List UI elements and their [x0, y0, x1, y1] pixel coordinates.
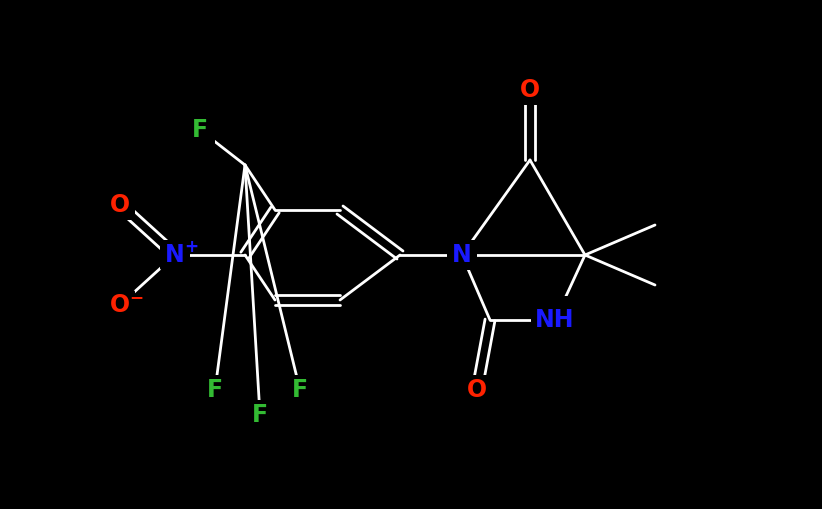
- FancyBboxPatch shape: [200, 375, 230, 405]
- FancyBboxPatch shape: [462, 375, 492, 405]
- FancyBboxPatch shape: [447, 240, 477, 270]
- FancyBboxPatch shape: [515, 75, 545, 105]
- Text: NH: NH: [535, 308, 575, 332]
- Text: +: +: [184, 238, 198, 257]
- FancyBboxPatch shape: [531, 296, 579, 344]
- Text: F: F: [292, 378, 308, 402]
- Text: O: O: [520, 78, 540, 102]
- FancyBboxPatch shape: [160, 240, 190, 270]
- FancyBboxPatch shape: [105, 190, 135, 220]
- Text: −: −: [129, 289, 143, 306]
- Text: O: O: [467, 378, 487, 402]
- FancyBboxPatch shape: [285, 375, 315, 405]
- FancyBboxPatch shape: [185, 115, 215, 145]
- Text: F: F: [252, 403, 268, 427]
- Text: O: O: [110, 193, 130, 217]
- Text: F: F: [207, 378, 223, 402]
- FancyBboxPatch shape: [245, 400, 275, 430]
- Text: N: N: [165, 243, 185, 267]
- FancyBboxPatch shape: [105, 290, 135, 320]
- Text: O: O: [110, 293, 130, 317]
- Text: N: N: [452, 243, 472, 267]
- Text: F: F: [192, 118, 208, 142]
